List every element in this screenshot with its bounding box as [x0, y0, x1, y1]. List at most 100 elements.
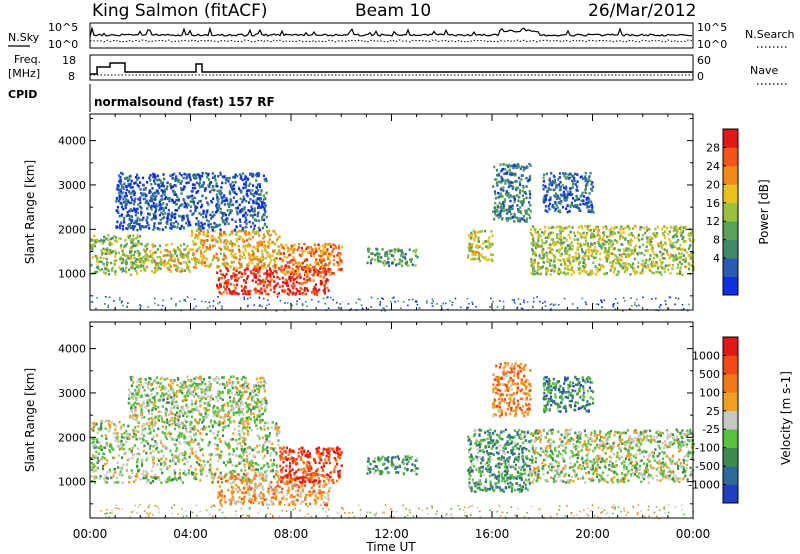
power-echo	[592, 211, 595, 214]
power-echo	[404, 262, 407, 265]
velocity-echo	[155, 476, 158, 480]
power-echo	[203, 261, 206, 264]
velocity-echo	[276, 466, 279, 469]
velocity-echo	[181, 453, 184, 457]
velocity-echo	[181, 481, 185, 484]
power-echo	[418, 307, 421, 309]
velocity-echo	[122, 423, 125, 427]
velocity-echo	[246, 454, 249, 458]
power-echo	[209, 213, 212, 217]
power-echo	[601, 306, 603, 308]
power-echo	[460, 306, 462, 309]
power-echo	[522, 186, 525, 189]
power-echo	[587, 201, 590, 204]
power-echo	[526, 301, 529, 303]
power-echo	[287, 249, 290, 253]
power-echo	[219, 173, 222, 176]
power-echo	[531, 248, 534, 251]
velocity-echo	[100, 427, 103, 430]
power-echo	[481, 247, 484, 250]
power-echo	[107, 273, 111, 276]
velocity-echo	[174, 443, 177, 447]
power-echo	[121, 249, 124, 252]
noise-left-label: N.Sky	[8, 31, 40, 44]
power-echo	[183, 172, 186, 176]
power-echo	[116, 220, 119, 224]
velocity-echo	[95, 423, 98, 426]
power-echo	[226, 217, 229, 220]
power-echo	[655, 232, 659, 235]
power-echo	[243, 197, 246, 201]
power-echo	[657, 225, 660, 229]
power-echo	[222, 175, 226, 179]
power-echo	[571, 179, 574, 183]
power-echo	[172, 249, 175, 252]
power-echo	[540, 245, 543, 248]
power-echo	[252, 273, 255, 277]
power-echo	[631, 251, 634, 255]
velocity-echo	[164, 480, 167, 484]
power-echo	[668, 238, 671, 241]
power-colorbar-segment	[723, 129, 738, 148]
power-echo	[688, 267, 691, 271]
power-echo	[240, 285, 243, 288]
power-echo	[233, 187, 236, 191]
power-echo	[558, 229, 561, 232]
velocity-echo	[100, 457, 103, 461]
power-echo	[318, 247, 321, 251]
power-echo	[326, 248, 329, 252]
power-echo	[169, 257, 172, 260]
power-echo	[133, 207, 136, 210]
power-echo	[256, 213, 259, 216]
power-echo	[576, 231, 580, 234]
power-echo	[253, 207, 256, 210]
power-echo	[312, 288, 315, 291]
power-echo	[326, 269, 329, 273]
power-echo	[562, 194, 565, 198]
power-echo	[593, 242, 596, 245]
velocity-echo	[196, 443, 199, 446]
power-echo	[532, 252, 535, 256]
power-echo	[226, 245, 229, 249]
power-echo	[179, 244, 182, 247]
power-echo	[151, 253, 154, 256]
power-echo	[200, 225, 203, 228]
power-echo	[144, 249, 148, 253]
power-echo	[258, 183, 262, 186]
power-echo	[536, 265, 540, 268]
power-echo	[299, 276, 302, 279]
power-echo	[113, 263, 117, 266]
velocity-echo	[190, 438, 193, 441]
power-echo	[129, 192, 132, 195]
power-echo	[134, 269, 138, 273]
velocity-echo	[116, 461, 119, 464]
power-echo	[256, 245, 259, 248]
power-echo	[178, 172, 181, 175]
velocity-echo	[240, 429, 244, 433]
power-echo	[210, 217, 213, 220]
velocity-echo	[185, 425, 188, 429]
power-echo	[175, 175, 178, 178]
power-echo	[615, 240, 619, 243]
power-echo	[144, 188, 147, 191]
power-echo	[238, 229, 241, 233]
power-echo	[320, 257, 323, 260]
power-echo	[90, 263, 93, 267]
power-echo	[550, 303, 553, 305]
velocity-echo	[266, 449, 269, 453]
power-echo	[120, 205, 124, 209]
power-echo	[190, 234, 193, 237]
power-echo	[410, 257, 413, 261]
power-echo	[580, 235, 583, 239]
velocity-echo	[227, 442, 230, 445]
power-echo	[661, 227, 664, 231]
power-echo	[663, 270, 666, 274]
power-echo	[555, 192, 558, 196]
power-echo	[130, 261, 133, 264]
power-echo	[548, 207, 551, 211]
power-echo	[675, 297, 677, 299]
power-echo	[171, 211, 174, 215]
power-echo	[273, 250, 276, 254]
power-echo	[369, 261, 373, 265]
power-echo	[309, 279, 312, 282]
